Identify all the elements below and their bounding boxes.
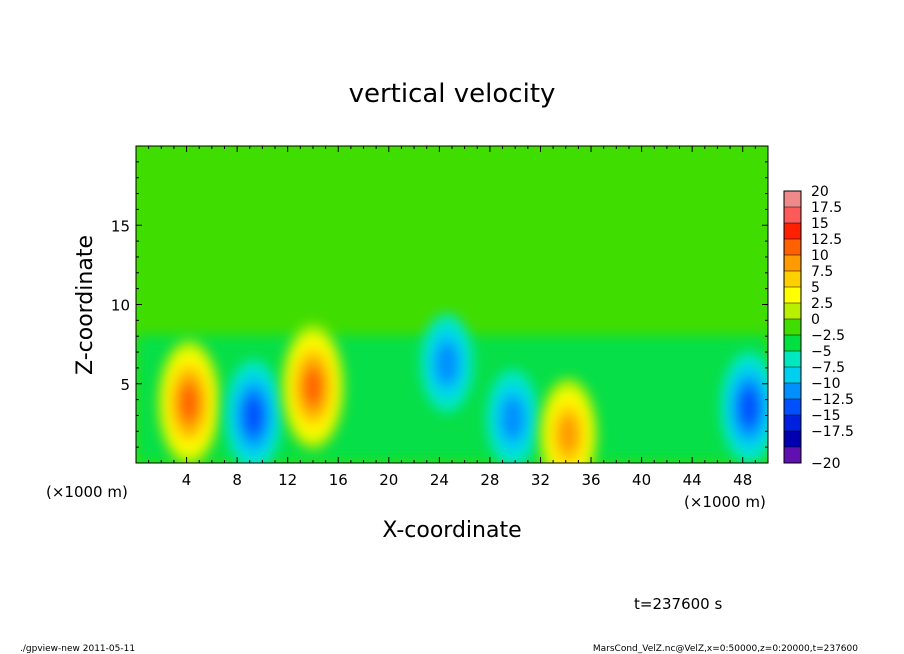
- colorbar-swatch: [784, 431, 801, 448]
- colorbar-label: −10: [811, 376, 841, 392]
- colorbar-swatch: [784, 351, 801, 368]
- colorbar-swatch: [784, 415, 801, 432]
- colorbar-swatch: [784, 191, 801, 208]
- colorbar: 2017.51512.5107.552.50−2.5−5−7.5−10−12.5…: [783, 184, 854, 472]
- velocity-contour: [558, 414, 579, 454]
- colorbar-label: 5: [811, 280, 820, 296]
- velocity-contour: [180, 384, 199, 421]
- colorbar-frame: [783, 190, 802, 464]
- x-tick-label: 16: [329, 471, 348, 489]
- x-tick-label: 4: [182, 471, 192, 489]
- colorbar-label: 20: [811, 184, 829, 200]
- colorbar-label: −2.5: [811, 328, 845, 344]
- x-tick-label: 32: [531, 471, 550, 489]
- colorbar-label: −17.5: [811, 424, 854, 440]
- velocity-cell-0: [157, 340, 221, 463]
- x-tick-label: 24: [430, 471, 449, 489]
- colorbar-swatch: [784, 383, 801, 400]
- x-tick-label: 44: [683, 471, 702, 489]
- x-tick-label: 40: [632, 471, 651, 489]
- colorbar-swatch: [784, 207, 801, 224]
- colorbar-swatch: [784, 287, 801, 304]
- colorbar-swatch: [784, 223, 801, 240]
- colorbar-label: −15: [811, 408, 841, 424]
- velocity-cell-2: [281, 324, 345, 450]
- velocity-contour: [738, 388, 760, 428]
- colorbar-label: 12.5: [811, 232, 842, 248]
- colorbar-label: 7.5: [811, 264, 833, 280]
- colorbar-label: −20: [811, 456, 841, 472]
- colorbar-swatch: [784, 255, 801, 272]
- x-tick-label: 12: [278, 471, 297, 489]
- velocity-cell-4: [485, 369, 540, 463]
- x-tick-label: 36: [581, 471, 600, 489]
- colorbar-label: 0: [811, 312, 820, 328]
- colorbar-swatch: [784, 271, 801, 288]
- x-tick-label: 20: [379, 471, 398, 489]
- x-unit-label-right: (×1000 m): [684, 493, 766, 511]
- y-tick-label: 15: [111, 217, 130, 235]
- footer-right: MarsCond_VelZ.nc@VelZ,x=0:50000,z=0:2000…: [593, 644, 858, 654]
- y-tick-label: 10: [111, 297, 130, 315]
- time-annotation: t=237600 s: [634, 595, 722, 613]
- velocity-contour: [304, 369, 322, 405]
- plot-area: [136, 146, 768, 463]
- colorbar-swatch: [784, 399, 801, 416]
- y-tick-label: 5: [120, 376, 130, 394]
- x-unit-label-left: (×1000 m): [46, 483, 128, 501]
- x-tick-label: 28: [480, 471, 499, 489]
- y-axis-label: Z-coordinate: [73, 235, 98, 375]
- footer-left: ./gpview-new 2011-05-11: [20, 644, 135, 654]
- velocity-cell-6: [720, 351, 768, 463]
- velocity-cell-3: [420, 313, 474, 413]
- colorbar-label: −7.5: [811, 360, 845, 376]
- x-tick-label: 8: [232, 471, 242, 489]
- x-axis-label: X-coordinate: [382, 518, 521, 543]
- colorbar-label: −5: [811, 344, 832, 360]
- colorbar-label: 17.5: [811, 200, 842, 216]
- velocity-cell-5: [539, 378, 598, 463]
- colorbar-swatch: [784, 447, 801, 464]
- colorbar-label: −12.5: [811, 392, 854, 408]
- colorbar-swatch: [784, 335, 801, 352]
- colorbar-swatch: [784, 303, 801, 320]
- velocity-contour: [243, 395, 264, 435]
- colorbar-label: 2.5: [811, 296, 833, 312]
- colorbar-label: 10: [811, 248, 829, 264]
- colorbar-swatch: [784, 319, 801, 336]
- x-tick-label: 48: [733, 471, 752, 489]
- chart-title: vertical velocity: [349, 79, 556, 109]
- colorbar-label: 15: [811, 216, 829, 232]
- colorbar-swatch: [784, 239, 801, 256]
- velocity-contour: [500, 396, 525, 441]
- velocity-cell-1: [224, 359, 283, 463]
- colorbar-swatch: [784, 367, 801, 384]
- velocity-contour: [435, 341, 459, 386]
